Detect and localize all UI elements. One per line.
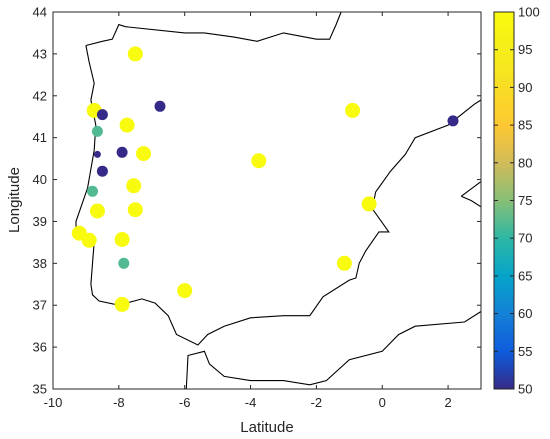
colorbar-tick-label: 80	[518, 155, 532, 170]
y-tick-label: 41	[33, 130, 47, 145]
data-point-5	[91, 125, 103, 137]
x-tick-label: 0	[379, 395, 386, 410]
coastline-4	[460, 181, 482, 197]
x-tick-label: -6	[179, 395, 191, 410]
y-tick-label: 36	[33, 340, 47, 355]
colorbar-tick-label: 50	[518, 382, 532, 397]
data-point-7	[93, 150, 101, 158]
y-tick-label: 39	[33, 214, 47, 229]
data-point-1	[127, 46, 143, 62]
y-tick-label: 43	[33, 46, 47, 61]
data-point-3	[96, 109, 108, 121]
data-point-20	[177, 283, 193, 299]
colorbar-tick-label: 75	[518, 193, 532, 208]
data-point-21	[251, 153, 267, 169]
y-tick-label: 37	[33, 298, 47, 313]
y-tick-label: 40	[33, 172, 47, 187]
colorbar-tick-label: 65	[518, 268, 532, 283]
x-tick-label: -2	[311, 395, 323, 410]
data-point-16	[81, 232, 97, 248]
colorbar-tick-label: 85	[518, 118, 532, 133]
colorbar-ticks: 100 95 90 85 80 75 70 65 60 55 50	[494, 5, 540, 397]
data-point-18	[118, 257, 130, 269]
colorbar-tick-label: 95	[518, 42, 532, 57]
y-tick-label: 35	[33, 382, 47, 397]
data-point-24	[361, 196, 377, 212]
colorbar-tick-label: 90	[518, 80, 532, 95]
y-tick-label: 44	[33, 5, 47, 20]
coastline-1	[85, 11, 342, 47]
x-axis-ticks: -10 -8 -6 -4 -2 0 2	[44, 12, 452, 410]
colorbar-tick-label: 55	[518, 344, 532, 359]
colorbar-tick-label: 100	[518, 5, 540, 20]
data-point-17	[114, 232, 130, 247]
y-tick-label: 38	[33, 256, 47, 271]
data-point-23	[447, 115, 459, 127]
colorbar-tick-label: 60	[518, 306, 532, 321]
data-point-12	[87, 185, 98, 197]
plot-frame	[52, 11, 482, 390]
x-tick-label: 2	[444, 395, 451, 410]
data-point-6	[119, 117, 135, 133]
x-tick-label: -10	[44, 395, 63, 410]
data-point-25	[336, 255, 352, 271]
data-point-9	[136, 146, 151, 162]
data-point-19	[114, 296, 130, 312]
y-axis-label: Longitude	[6, 167, 23, 233]
y-tick-label: 42	[33, 88, 47, 103]
data-point-11	[126, 178, 142, 194]
data-points	[71, 46, 459, 312]
y-axis-ticks: 35 36 37 38 39 40 41 42 43 44	[33, 5, 481, 397]
data-point-22	[345, 102, 361, 118]
data-point-8	[116, 146, 128, 158]
data-point-13	[89, 203, 105, 219]
colorbar-tick-label: 70	[518, 231, 532, 246]
plot-background	[53, 12, 481, 389]
coastline-5	[460, 195, 482, 208]
data-point-14	[127, 202, 143, 218]
coastline-3	[185, 311, 482, 390]
x-tick-label: -8	[113, 395, 125, 410]
data-point-4	[154, 100, 166, 112]
data-point-10	[96, 165, 108, 177]
x-tick-label: -4	[245, 395, 257, 410]
x-axis-label: Latitude	[240, 419, 293, 436]
